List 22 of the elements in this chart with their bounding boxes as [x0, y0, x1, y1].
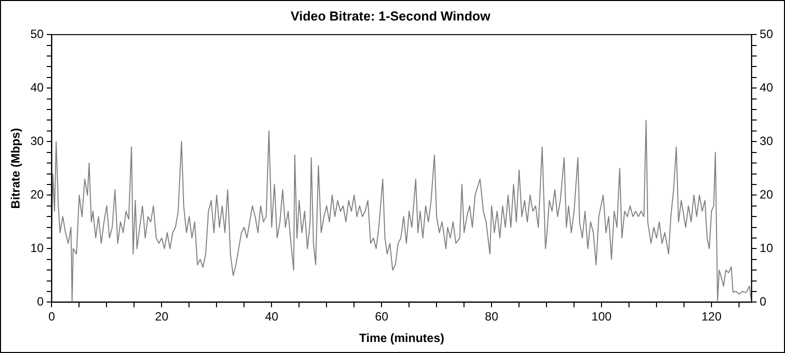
y-tick-label: 0 — [37, 294, 44, 309]
x-tick-label: 100 — [592, 310, 612, 324]
y2-tick-label: 50 — [760, 26, 774, 41]
y2-tick-label: 20 — [760, 187, 774, 202]
x-tick-label: 80 — [484, 310, 499, 324]
x-tick-label: 20 — [155, 310, 169, 324]
x-tick-label: 40 — [264, 310, 279, 324]
x-tick-label: 0 — [48, 310, 56, 324]
chart-title: Video Bitrate: 1-Second Window — [290, 8, 492, 24]
y-axis-title: Bitrate (Mbps) — [8, 128, 23, 209]
x-axis-title: Time (minutes) — [359, 331, 444, 346]
y2-tick-label: 40 — [760, 80, 774, 94]
y-tick-label: 20 — [30, 187, 44, 202]
y2-tick-label: 30 — [760, 134, 774, 148]
x-tick-label: 120 — [702, 310, 722, 324]
x-tick-label: 60 — [374, 310, 389, 324]
y2-tick-label: 0 — [760, 294, 767, 309]
y-tick-label: 40 — [30, 80, 44, 94]
y-tick-label: 10 — [30, 240, 44, 255]
y-tick-label: 30 — [30, 134, 44, 148]
y2-tick-label: 10 — [760, 240, 774, 255]
y-tick-label: 50 — [30, 26, 44, 41]
